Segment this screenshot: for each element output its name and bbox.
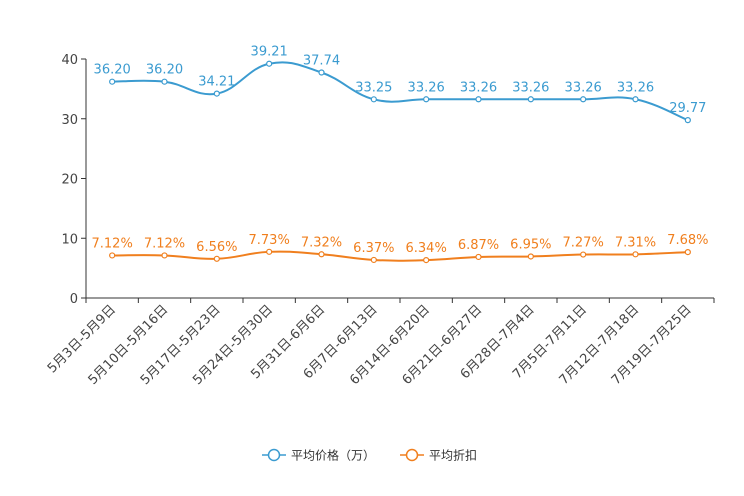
series-line <box>112 250 688 262</box>
data-point[interactable] <box>161 252 168 259</box>
data-label: 6.95% <box>510 237 551 252</box>
data-point[interactable] <box>318 69 325 76</box>
data-label: 7.31% <box>615 235 656 250</box>
data-label: 33.26 <box>565 80 602 95</box>
data-label: 39.21 <box>251 45 288 60</box>
legend-price-label: 平均价格（万） <box>291 448 375 463</box>
data-point[interactable] <box>580 251 587 258</box>
y-tick-label: 20 <box>61 173 78 188</box>
data-label: 33.26 <box>617 80 654 95</box>
data-label: 7.12% <box>144 236 185 251</box>
data-point[interactable] <box>213 90 220 97</box>
data-point[interactable] <box>632 251 639 258</box>
legend-item-discount[interactable]: 平均折扣 <box>400 448 477 463</box>
legend-discount-marker <box>405 448 419 462</box>
data-label: 6.34% <box>406 241 447 256</box>
data-label: 37.74 <box>303 54 340 69</box>
data-point[interactable] <box>527 96 534 103</box>
data-point[interactable] <box>266 248 273 255</box>
data-point[interactable] <box>109 78 116 85</box>
data-label: 6.37% <box>353 241 394 256</box>
data-label: 7.68% <box>667 233 708 248</box>
data-label: 33.26 <box>512 80 549 95</box>
axes: 0 10 20 30 40 <box>61 53 715 307</box>
data-label: 6.56% <box>196 240 237 255</box>
legend-item-price[interactable]: 平均价格（万） <box>262 448 375 463</box>
data-label: 36.20 <box>146 63 183 78</box>
data-point[interactable] <box>161 78 168 85</box>
data-label: 7.27% <box>563 236 604 251</box>
data-label: 34.21 <box>198 75 235 90</box>
x-axis-labels: 5月3日-5月9日5月10日-5月16日5月17日-5月23日5月24日-5月3… <box>45 302 695 388</box>
data-point[interactable] <box>213 255 220 262</box>
series-lines: 36.20 36.20 34.21 39.21 37.74 33.25 33.26 33.26… <box>92 45 708 264</box>
data-point[interactable] <box>527 253 534 260</box>
data-point[interactable] <box>684 249 691 256</box>
data-point[interactable] <box>475 96 482 103</box>
data-label: 33.26 <box>408 80 445 95</box>
data-point[interactable] <box>475 253 482 261</box>
data-point[interactable] <box>266 60 273 67</box>
data-label: 6.87% <box>458 238 499 253</box>
data-point[interactable] <box>370 96 377 103</box>
data-point[interactable] <box>423 257 430 264</box>
data-label: 33.25 <box>355 80 392 95</box>
y-tick-label: 40 <box>61 53 78 68</box>
series-line <box>112 61 689 122</box>
data-point[interactable] <box>684 117 691 124</box>
y-tick-label: 0 <box>70 292 78 307</box>
data-label: 7.32% <box>301 235 342 250</box>
series-0: 36.20 36.20 34.21 39.21 37.74 33.25 33.26 33.26… <box>94 45 706 124</box>
data-label: 33.26 <box>460 80 497 95</box>
data-point[interactable] <box>423 96 430 103</box>
data-label: 7.73% <box>249 233 290 248</box>
legend[interactable]: 平均价格（万） 平均折扣 <box>262 448 477 463</box>
y-tick-label: 10 <box>61 232 78 247</box>
legend-discount-label: 平均折扣 <box>429 448 477 463</box>
data-point[interactable] <box>370 256 377 264</box>
data-label: 7.12% <box>92 236 133 251</box>
legend-price-marker <box>267 448 281 462</box>
data-point[interactable] <box>632 96 639 103</box>
series-1: 7.12% 7.12% 6.56% 7.73% 7.32% 6.37% 6.34% 6.87%… <box>92 233 708 264</box>
data-point[interactable] <box>580 96 587 103</box>
data-point[interactable] <box>109 252 116 259</box>
data-label: 36.20 <box>94 63 131 78</box>
data-point[interactable] <box>318 251 325 258</box>
y-tick-label: 30 <box>61 113 78 128</box>
data-label: 29.77 <box>669 101 706 116</box>
